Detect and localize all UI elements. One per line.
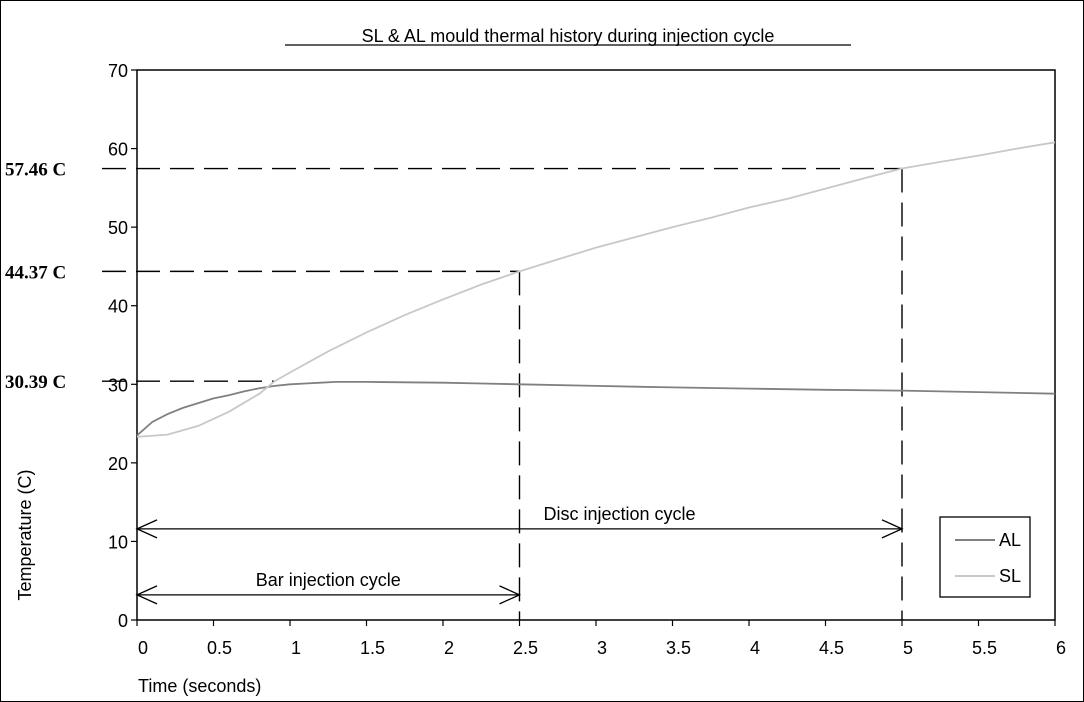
y-tick-label: 30	[108, 375, 128, 395]
chart-title: SL & AL mould thermal history during inj…	[362, 26, 775, 46]
reference-label: 57.46 C	[5, 160, 66, 181]
y-tick-label: 20	[108, 454, 128, 474]
reference-label: 44.37 C	[5, 262, 66, 283]
annotation-label: Disc injection cycle	[543, 504, 695, 524]
plot-area	[136, 69, 1056, 621]
x-axis-ticks: 0 0.5 1 1.5 2 2.5 3 3.5 4 4.5 5 5.5 6	[136, 620, 1066, 658]
y-tick-label: 50	[108, 218, 128, 238]
series-line-al	[136, 381, 1056, 437]
reference-lines: 57.46 C 44.37 C 30.39 C	[5, 160, 903, 620]
x-tick-label: 5.5	[972, 638, 997, 658]
y-tick-label: 0	[118, 611, 128, 631]
y-tick-label: 70	[108, 61, 128, 81]
annotation-arrowhead-right	[881, 519, 904, 539]
annotation-label: Bar injection cycle	[256, 570, 401, 590]
x-tick-label: 2	[444, 638, 454, 658]
series-lines	[136, 141, 1056, 438]
legend-box	[939, 516, 1031, 598]
x-tick-label: 6	[1056, 638, 1066, 658]
x-axis-label: Time (seconds)	[138, 676, 261, 696]
series-line-sl	[136, 141, 1056, 438]
annotation-arrowhead-left	[135, 585, 158, 605]
x-tick-label: 4	[750, 638, 760, 658]
legend-label-al: AL	[999, 530, 1021, 550]
x-tick-label: 2.5	[513, 638, 538, 658]
y-tick-label: 60	[108, 140, 128, 160]
x-tick-label: 0.5	[207, 638, 232, 658]
legend: AL SL	[939, 516, 1031, 598]
x-tick-label: 1.5	[360, 638, 385, 658]
x-tick-label: 1	[291, 638, 301, 658]
annotation-arrowhead-right	[499, 585, 522, 605]
y-tick-label: 40	[108, 297, 128, 317]
x-tick-label: 0	[138, 638, 148, 658]
x-tick-label: 3.5	[666, 638, 691, 658]
y-tick-label: 10	[108, 532, 128, 552]
y-axis-ticks: 0 10 20 30 40 50 60 70	[108, 61, 137, 631]
cycle-annotations: Disc injection cycle Bar injection cycle	[135, 504, 904, 605]
y-axis-label: Temperature (C)	[15, 469, 35, 600]
annotation-arrowhead-left	[135, 519, 158, 539]
legend-label-sl: SL	[999, 566, 1021, 586]
x-tick-label: 3	[597, 638, 607, 658]
x-tick-label: 5	[903, 638, 913, 658]
reference-label: 30.39 C	[5, 372, 66, 393]
x-tick-label: 4.5	[819, 638, 844, 658]
